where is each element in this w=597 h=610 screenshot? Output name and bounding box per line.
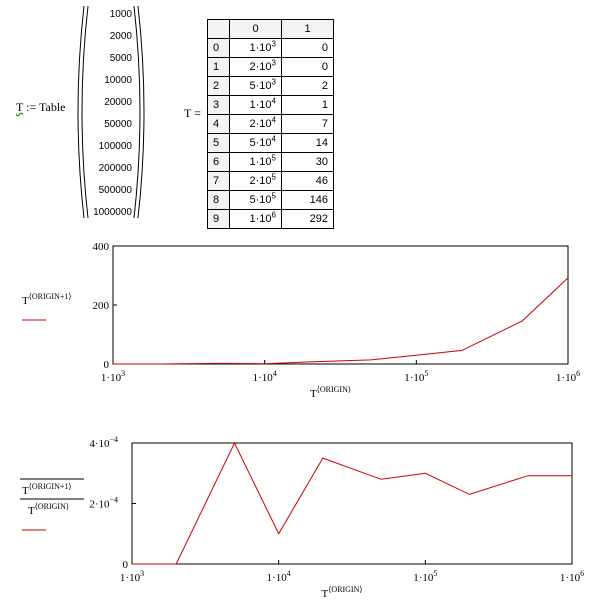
result-table[interactable]: 0 1 0 1·103 0 1 2·103 0 2 5·103 2 3 1·104 1 4 2·104 7 5 5·… <box>207 19 334 229</box>
vector-cell: 2000 <box>109 31 132 42</box>
y-axis-label-denominator: T⟨ORIGIN⟩ <box>28 502 69 517</box>
table-row[interactable]: 6 1·105 30 <box>207 152 334 172</box>
table-row[interactable]: 3 1·104 1 <box>207 95 334 115</box>
vector-cell: 1000000 <box>93 207 132 218</box>
table-row[interactable]: 2 5·103 2 <box>207 76 334 96</box>
table-row[interactable]: 8 5·105 146 <box>207 190 334 210</box>
x-tick-label: 1·103 <box>101 369 125 384</box>
x-tick-label: 1·105 <box>404 369 428 384</box>
series-line <box>132 441 572 565</box>
table-row[interactable]: 7 2·105 46 <box>207 171 334 191</box>
plot-frame <box>112 245 569 365</box>
row-index: 8 <box>207 190 230 210</box>
left-paren-icon <box>77 5 89 219</box>
x-tick-label: 1·106 <box>556 369 580 384</box>
row-index: 4 <box>207 114 230 134</box>
cell-n: 2·104 <box>229 114 282 134</box>
series-line <box>113 277 569 365</box>
cell-n: 1·103 <box>229 38 282 58</box>
y-tick-label: 0 <box>104 359 110 371</box>
table-row[interactable]: 0 1·103 0 <box>207 38 334 58</box>
row-index: 2 <box>207 76 230 96</box>
row-index: 5 <box>207 133 230 153</box>
y-axis-label: T⟨ORIGIN+1⟩ <box>22 292 71 307</box>
vector-cell: 50000 <box>104 119 132 130</box>
vector-cell: 1000 <box>109 9 132 20</box>
vector-cell: 200000 <box>98 163 132 174</box>
row-index: 9 <box>207 209 230 229</box>
y-tick-label: 200 <box>93 300 110 312</box>
cell-n: 5·103 <box>229 76 282 96</box>
plot-frame <box>131 442 573 565</box>
cell-count: 7 <box>281 114 334 134</box>
function-name: Table <box>39 100 66 114</box>
x-tick-label: 1·105 <box>413 569 437 584</box>
y-tick-label: 2·10−4 <box>89 496 118 511</box>
row-index: 0 <box>207 38 230 58</box>
cell-count: 0 <box>281 57 334 77</box>
x-axis-label: T⟨ORIGIN⟩ <box>310 385 351 400</box>
cell-n: 1·104 <box>229 95 282 115</box>
result-label: T = <box>184 106 201 120</box>
x-tick-label: 1·104 <box>267 569 291 584</box>
row-index: 1 <box>207 57 230 77</box>
table-row[interactable]: 5 5·104 14 <box>207 133 334 153</box>
cell-n: 5·104 <box>229 133 282 153</box>
row-index: 3 <box>207 95 230 115</box>
y-tick-label: 400 <box>93 241 110 253</box>
header-corner <box>207 19 230 39</box>
cell-count: 2 <box>281 76 334 96</box>
chart-1[interactable]: 1·103 1·104 1·105 1·106 0 200 400 T⟨ORIGIN⟩ T⟨OR… <box>0 230 597 430</box>
vector-cell: 500000 <box>98 185 132 196</box>
cell-count: 0 <box>281 38 334 58</box>
right-paren-icon <box>133 5 145 219</box>
row-index: 6 <box>207 152 230 172</box>
cell-n: 2·103 <box>229 57 282 77</box>
table-row[interactable]: 9 1·106 292 <box>207 209 334 229</box>
column-header: 1 <box>281 19 334 39</box>
vector-cell: 5000 <box>109 53 132 64</box>
row-index: 7 <box>207 171 230 191</box>
table-row[interactable]: 4 2·104 7 <box>207 114 334 134</box>
x-tick-label: 1·106 <box>560 569 584 584</box>
y-tick-label: 0 <box>123 559 129 571</box>
cell-count: 14 <box>281 133 334 153</box>
vector-values: 1000 2000 5000 10000 20000 50000 100000 200000 5… <box>90 4 132 224</box>
cell-count: 146 <box>281 190 334 210</box>
vector-cell: 100000 <box>98 141 132 152</box>
y-tick-label: 4·10−4 <box>89 435 118 450</box>
x-tick-label: 1·103 <box>120 569 144 584</box>
cell-count: 46 <box>281 171 334 191</box>
assign-operator: := <box>26 100 37 114</box>
cell-count: 292 <box>281 209 334 229</box>
cell-count: 30 <box>281 152 334 172</box>
definition-expression[interactable]: T := Table <box>16 100 66 115</box>
cell-n: 2·105 <box>229 171 282 191</box>
column-header: 0 <box>229 19 282 39</box>
x-axis-label: T⟨ORIGIN⟩ <box>322 585 363 600</box>
y-axis-label-numerator: T⟨ORIGIN+1⟩ <box>22 482 71 497</box>
cell-n: 1·105 <box>229 152 282 172</box>
chart-2[interactable]: 1·103 1·104 1·105 1·106 0 2·10−4 4·10−4 T⟨ORIGI… <box>0 428 597 608</box>
vector-cell: 20000 <box>104 97 132 108</box>
cell-n: 1·106 <box>229 209 282 229</box>
input-vector[interactable]: 1000 2000 5000 10000 20000 50000 100000 200000 5… <box>72 4 148 220</box>
cell-count: 1 <box>281 95 334 115</box>
table-row[interactable]: 1 2·103 0 <box>207 57 334 77</box>
variable-name: T <box>16 100 24 114</box>
vector-cell: 10000 <box>104 75 132 86</box>
x-tick-label: 1·104 <box>253 369 277 384</box>
cell-n: 5·105 <box>229 190 282 210</box>
